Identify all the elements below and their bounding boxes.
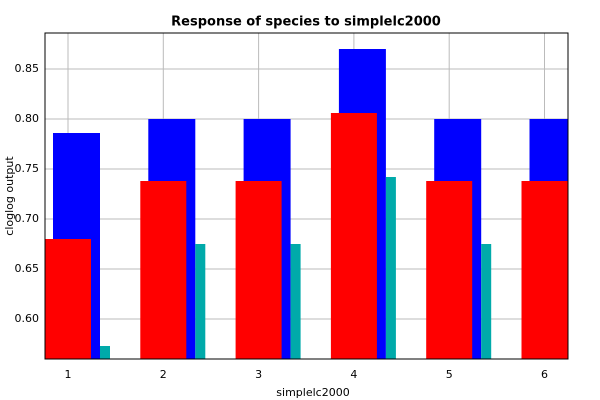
y-tick-label: 0.70 [15,212,40,225]
chart-title: Response of species to simplelc2000 [171,15,441,30]
bar [235,181,282,359]
x-tick-label: 1 [65,368,72,381]
y-tick-label: 0.80 [15,112,40,125]
bar [481,244,492,359]
x-tick-label: 2 [160,368,167,381]
bar [290,244,301,359]
x-tick-label: 6 [541,368,548,381]
bar [330,113,377,359]
bar [426,181,473,359]
bar [45,239,91,359]
plot-frame [44,32,569,360]
y-axis-label: cloglog output [3,156,16,236]
bar [100,346,110,359]
y-tick-label: 0.75 [15,162,40,175]
bar [195,244,206,359]
y-tick-label: 0.60 [15,312,40,325]
x-tick-label: 5 [446,368,453,381]
bar [521,181,568,359]
y-tick-label: 0.65 [15,262,40,275]
bar [140,181,187,359]
x-tick-label: 3 [255,368,262,381]
bar [385,177,396,359]
x-tick-label: 4 [350,368,357,381]
x-axis-label: simplelc2000 [276,386,349,399]
y-tick-label: 0.85 [15,62,40,75]
